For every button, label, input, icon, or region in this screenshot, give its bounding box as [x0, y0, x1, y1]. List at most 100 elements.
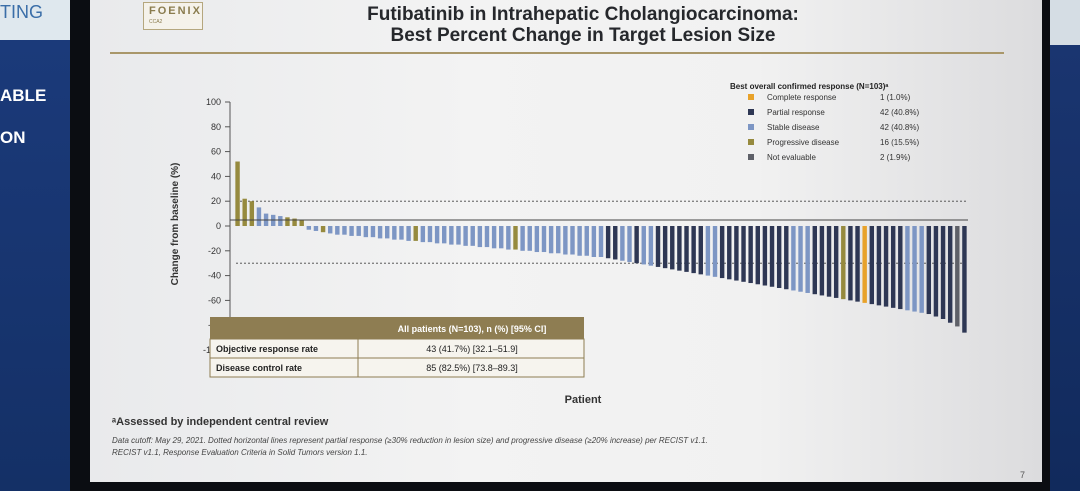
- bar: [306, 226, 312, 230]
- footnote-recist: RECIST v1.1, Response Evaluation Criteri…: [112, 448, 368, 457]
- bar: [833, 226, 839, 298]
- study-logo: FOENIX CCA2: [143, 2, 203, 30]
- bar: [919, 226, 924, 313]
- bar: [727, 226, 732, 280]
- x-axis-label: Patient: [565, 394, 602, 406]
- bar: [463, 226, 468, 246]
- bar: [456, 226, 461, 245]
- bar: [413, 226, 418, 241]
- bar: [299, 219, 304, 226]
- bar: [898, 226, 903, 310]
- bar: [684, 226, 689, 272]
- legend-count: 42 (40.8%): [880, 123, 919, 132]
- bar: [826, 226, 832, 297]
- bar: [470, 226, 475, 246]
- backdrop-left-banner: TING ABLE ON: [0, 0, 80, 491]
- bar: [442, 226, 447, 244]
- bar: [947, 226, 953, 323]
- bar: [627, 226, 632, 262]
- table-row-dcr-label: Disease control rate: [216, 363, 302, 373]
- bar: [313, 226, 319, 231]
- legend-swatch: [748, 154, 754, 160]
- bar: [670, 226, 675, 270]
- backdrop-text-mid2: ON: [0, 128, 26, 147]
- bar: [434, 226, 440, 244]
- legend-count: 42 (40.8%): [880, 108, 919, 117]
- bar: [791, 226, 796, 291]
- bar: [342, 226, 347, 235]
- bar: [848, 226, 853, 301]
- bar: [541, 226, 547, 253]
- bar: [926, 226, 932, 315]
- bar: [655, 226, 661, 267]
- logo-name: FOENIX: [149, 5, 202, 17]
- bar: [876, 226, 882, 306]
- bar: [905, 226, 910, 311]
- bar: [548, 226, 554, 254]
- bar: [940, 226, 946, 319]
- bar: [620, 226, 625, 261]
- legend-label: Not evaluable: [767, 153, 816, 162]
- bar: [449, 226, 454, 245]
- bar: [719, 226, 725, 279]
- y-tick-label: 20: [211, 196, 221, 206]
- presentation-slide: FOENIX CCA2 Futibatinib in Intrahepatic …: [90, 0, 1042, 482]
- bar: [363, 226, 369, 238]
- bar: [841, 226, 846, 300]
- y-axis-label: Change from baseline (%): [170, 163, 181, 286]
- legend-count: 1 (1.0%): [880, 93, 911, 102]
- bar: [320, 226, 326, 233]
- y-tick-label: 0: [216, 221, 221, 231]
- bar: [677, 226, 682, 271]
- legend-item: Not evaluable 2 (1.9%): [748, 153, 911, 162]
- bar: [249, 201, 255, 226]
- bar: [520, 226, 525, 251]
- bar: [955, 226, 960, 327]
- summary-table: All patients (N=103), n (%) [95% CI] Obj…: [209, 317, 585, 378]
- legend-label: Stable disease: [767, 123, 820, 132]
- legend-swatch: [748, 94, 754, 100]
- legend-swatch: [748, 124, 754, 130]
- bar: [506, 226, 511, 250]
- bar: [292, 218, 297, 226]
- table-row-orr-value: 43 (41.7%) [32.1–51.9]: [426, 344, 518, 354]
- bar: [499, 226, 504, 249]
- table-row-orr-label: Objective response rate: [216, 344, 318, 354]
- legend-count: 2 (1.9%): [880, 153, 911, 162]
- slide-title: Futibatinib in Intrahepatic Cholangiocar…: [240, 4, 926, 46]
- bar: [427, 226, 433, 243]
- reference-lines: [236, 200, 968, 264]
- bar: [798, 226, 803, 292]
- bar: [577, 226, 582, 256]
- footnote-data-cutoff: Data cutoff: May 29, 2021. Dotted horizo…: [112, 436, 708, 445]
- bar: [484, 226, 490, 248]
- logo-sub: CCA2: [149, 19, 163, 25]
- slide-title-line1: Futibatinib in Intrahepatic Cholangiocar…: [367, 4, 799, 25]
- bar: [349, 226, 354, 236]
- y-tick-label: 40: [211, 171, 221, 181]
- legend-item: Partial response 42 (40.8%): [748, 108, 919, 117]
- bar: [784, 226, 789, 290]
- bar: [477, 226, 483, 248]
- bar: [242, 198, 247, 226]
- bar: [648, 226, 654, 266]
- bar: [406, 226, 411, 241]
- bar: [385, 226, 390, 239]
- legend-item: Progressive disease 16 (15.5%): [748, 138, 919, 147]
- bar: [933, 226, 939, 317]
- y-tick-label: 100: [206, 97, 221, 107]
- table-header: All patients (N=103), n (%) [95% CI]: [398, 324, 547, 334]
- bar: [591, 226, 597, 257]
- bar: [598, 226, 604, 257]
- bar: [712, 226, 718, 277]
- legend-item: Stable disease 42 (40.8%): [748, 123, 919, 132]
- bar: [862, 226, 867, 303]
- bar: [420, 226, 426, 243]
- bar: [327, 226, 333, 234]
- backdrop-text-top: TING: [0, 2, 43, 22]
- bar-series: [235, 161, 967, 333]
- table-row-dcr-value: 85 (82.5%) [73.8–89.3]: [426, 363, 518, 373]
- bar: [869, 226, 875, 305]
- bar: [812, 226, 817, 295]
